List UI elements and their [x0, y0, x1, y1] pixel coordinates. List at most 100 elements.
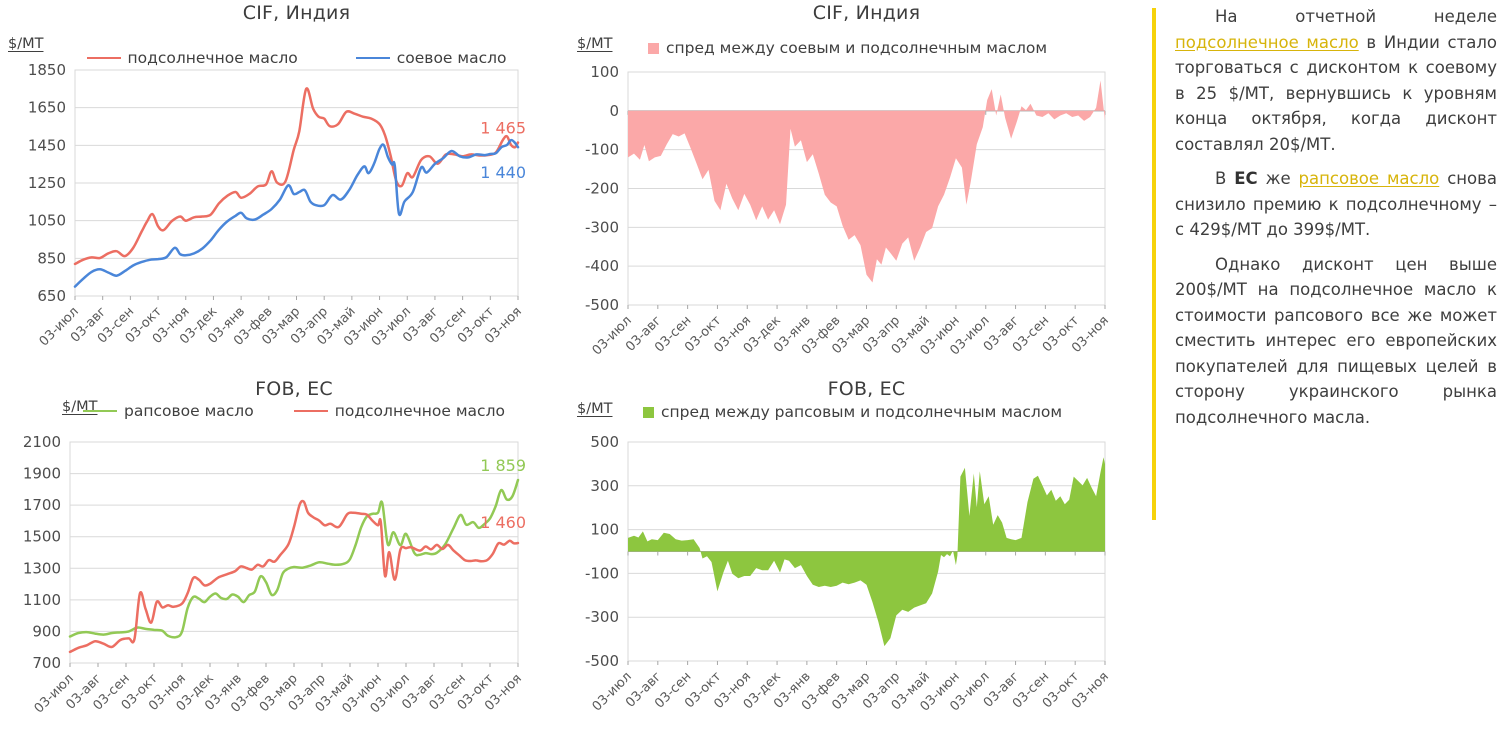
legend-item: спред между соевым и подсолнечным маслом [648, 39, 1047, 57]
legend-item: подсолнечное масло [293, 402, 505, 420]
paragraph-text: Однако дисконт цен выше 200$/МТ на подсо… [1175, 254, 1497, 427]
svg-text:-300: -300 [585, 608, 619, 626]
legend-item: соевое масло [355, 49, 507, 67]
svg-text:03-июл: 03-июл [590, 313, 635, 358]
svg-text:-100: -100 [585, 141, 619, 159]
x-axis-labels: 03-июл03-авг03-сен03-окт03-ноя03-дек03-я… [590, 669, 1112, 715]
chart-legend: подсолнечное масло соевое масло [75, 49, 518, 67]
paragraph-text: В [1215, 169, 1235, 188]
svg-text:-200: -200 [585, 180, 619, 198]
svg-text:900: 900 [32, 622, 61, 640]
chart-title: CIF, Индия [242, 2, 351, 24]
legend-label: подсолнечное масло [334, 402, 505, 420]
svg-text:300: 300 [590, 477, 619, 495]
chart-cif-india-prices: 1850 1650 1450 1250 1050 850 650 03-июл 03-авг 03… [0, 0, 560, 372]
series-end-value: 1 460 [480, 513, 526, 532]
chart-title: FOB, ЕС [255, 378, 333, 400]
legend-line-icon [355, 57, 390, 59]
term-link[interactable]: рапсовое масло [1298, 169, 1440, 188]
chart-cif-india-spread: 100 0 -100 -200 -300 -400 -500 03-июл 03-авг 03-с… [565, 0, 1130, 372]
y-axis-labels: 1850 1650 1450 1250 1050 850 650 [28, 61, 66, 305]
svg-text:1100: 1100 [23, 591, 61, 609]
chart-title: CIF, Индия [812, 2, 921, 24]
line-series-group [68, 478, 520, 654]
legend-label: соевое масло [396, 49, 507, 67]
legend-label: подсолнечное масло [127, 49, 298, 67]
spread-area-series [628, 80, 1105, 283]
plot-area-cif-spread: 100 0 -100 -200 -300 -400 -50003-июл03-авг03-с… [585, 63, 1112, 359]
term-link[interactable]: подсолнечное масло [1175, 32, 1359, 52]
svg-text:-500: -500 [585, 652, 619, 670]
svg-text:03-июл: 03-июл [590, 669, 635, 714]
svg-text:1900: 1900 [23, 465, 61, 483]
svg-text:700: 700 [32, 654, 61, 672]
series-line [68, 499, 520, 654]
chart-legend: спред между соевым и подсолнечным маслом [648, 39, 1105, 57]
gridlines [70, 441, 518, 664]
series-end-value: 1 465 [480, 119, 526, 138]
axis-tick-marks [69, 663, 519, 667]
x-axis-labels: 03-июл03-авг03-сен03-окт03-ноя03-дек03-я… [590, 313, 1112, 359]
svg-text:1850: 1850 [28, 61, 66, 79]
y-axis-unit-label: $/МТ [8, 36, 44, 52]
legend-line-icon [293, 410, 328, 412]
svg-text:-400: -400 [585, 257, 619, 275]
legend-line-icon [83, 410, 118, 412]
commentary-paragraph-3: Однако дисконт цен выше 200$/МТ на подсо… [1175, 252, 1497, 431]
paragraph-text: На отчетной неделе [1215, 7, 1497, 26]
series-end-labels: 1 859 1 460 [480, 456, 526, 532]
legend-label: спред между рапсовым и подсолнечным масл… [661, 403, 1063, 421]
plot-area-cif-prices: 1850 1650 1450 1250 1050 850 65003-июл03-авг03… [28, 61, 526, 350]
y-axis-unit-label: $/МТ [577, 401, 613, 417]
svg-text:0: 0 [609, 102, 619, 120]
emphasis-text: ЕС [1234, 169, 1258, 188]
plot-area-fob-spread: 500 300 100 -100 -300 -50003-июл03-авг03-сен0… [585, 433, 1112, 715]
series-end-labels: 1 465 1 440 [480, 119, 526, 183]
legend-label: спред между соевым и подсолнечным маслом [666, 39, 1048, 57]
legend-swatch-icon [648, 42, 659, 54]
svg-text:1650: 1650 [28, 99, 66, 117]
svg-text:-300: -300 [585, 218, 619, 236]
svg-text:500: 500 [590, 433, 619, 451]
line-series-group [73, 87, 520, 288]
chart-fob-eu-spread: 500 300 100 -100 -300 -500 03-июл 03-авг 03-сен 0… [565, 372, 1130, 755]
svg-text:-500: -500 [585, 296, 619, 314]
svg-text:1050: 1050 [28, 212, 66, 230]
paragraph-text: снова снизило премию к подсолнечному – с… [1175, 169, 1497, 239]
plot-area-fob-prices: 2100 1900 1700 1500 1300 1100 900 70003-июл03-а… [23, 433, 526, 717]
y-axis-labels: 100 0 -100 -200 -300 -400 -500 [585, 63, 619, 314]
commentary-paragraph-1: На отчетной неделе подсолнечное масло в … [1175, 4, 1497, 157]
paragraph-text: в Индии стало торговаться с дисконтом к … [1175, 32, 1497, 154]
svg-text:1300: 1300 [23, 559, 61, 577]
series-line [73, 87, 520, 266]
series-end-value: 1 859 [480, 456, 526, 475]
commentary-paragraph-2: В ЕС же рапсовое масло снова снизило пре… [1175, 166, 1497, 243]
series-line [73, 138, 520, 288]
chart-fob-eu-prices: 2100 1900 1700 1500 1300 1100 900 700 03-июл 03-а… [0, 372, 560, 755]
svg-text:850: 850 [37, 249, 66, 267]
chart-legend: спред между рапсовым и подсолнечным масл… [643, 403, 1105, 421]
paragraph-text: же [1257, 169, 1299, 188]
svg-text:100: 100 [590, 63, 619, 81]
chart-legend: рапсовое масло подсолнечное масло [70, 402, 518, 420]
commentary-text: На отчетной неделе подсолнечное масло в … [1175, 4, 1497, 439]
svg-text:100: 100 [590, 521, 619, 539]
axis-tick-marks [74, 296, 519, 300]
chart-title: FOB, ЕС [827, 378, 906, 400]
legend-item: подсолнечное масло [86, 49, 298, 67]
x-axis-labels: 03-июл03-авг03-сен03-окт03-ноя03-дек03-я… [32, 671, 525, 717]
svg-text:650: 650 [37, 287, 66, 305]
x-axis-labels: 03-июл03-авг03-сен03-окт03-ноя03-дек03-я… [37, 304, 525, 350]
legend-label: рапсовое масло [124, 402, 254, 420]
svg-text:-100: -100 [585, 564, 619, 582]
y-axis-labels: 2100 1900 1700 1500 1300 1100 900 700 [23, 433, 61, 672]
series-line [68, 478, 520, 639]
legend-item: спред между рапсовым и подсолнечным масл… [643, 403, 1062, 421]
legend-item: рапсовое масло [83, 402, 254, 420]
svg-text:1250: 1250 [28, 174, 66, 192]
svg-text:1700: 1700 [23, 496, 61, 514]
commentary-panel: На отчетной неделе подсолнечное масло в … [1150, 0, 1502, 755]
svg-text:1500: 1500 [23, 528, 61, 546]
y-axis-unit-label: $/МТ [577, 36, 613, 52]
